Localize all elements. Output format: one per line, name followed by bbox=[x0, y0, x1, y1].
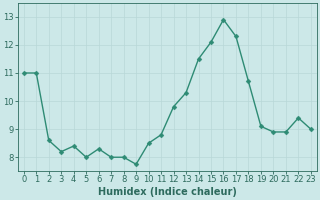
X-axis label: Humidex (Indice chaleur): Humidex (Indice chaleur) bbox=[98, 187, 237, 197]
